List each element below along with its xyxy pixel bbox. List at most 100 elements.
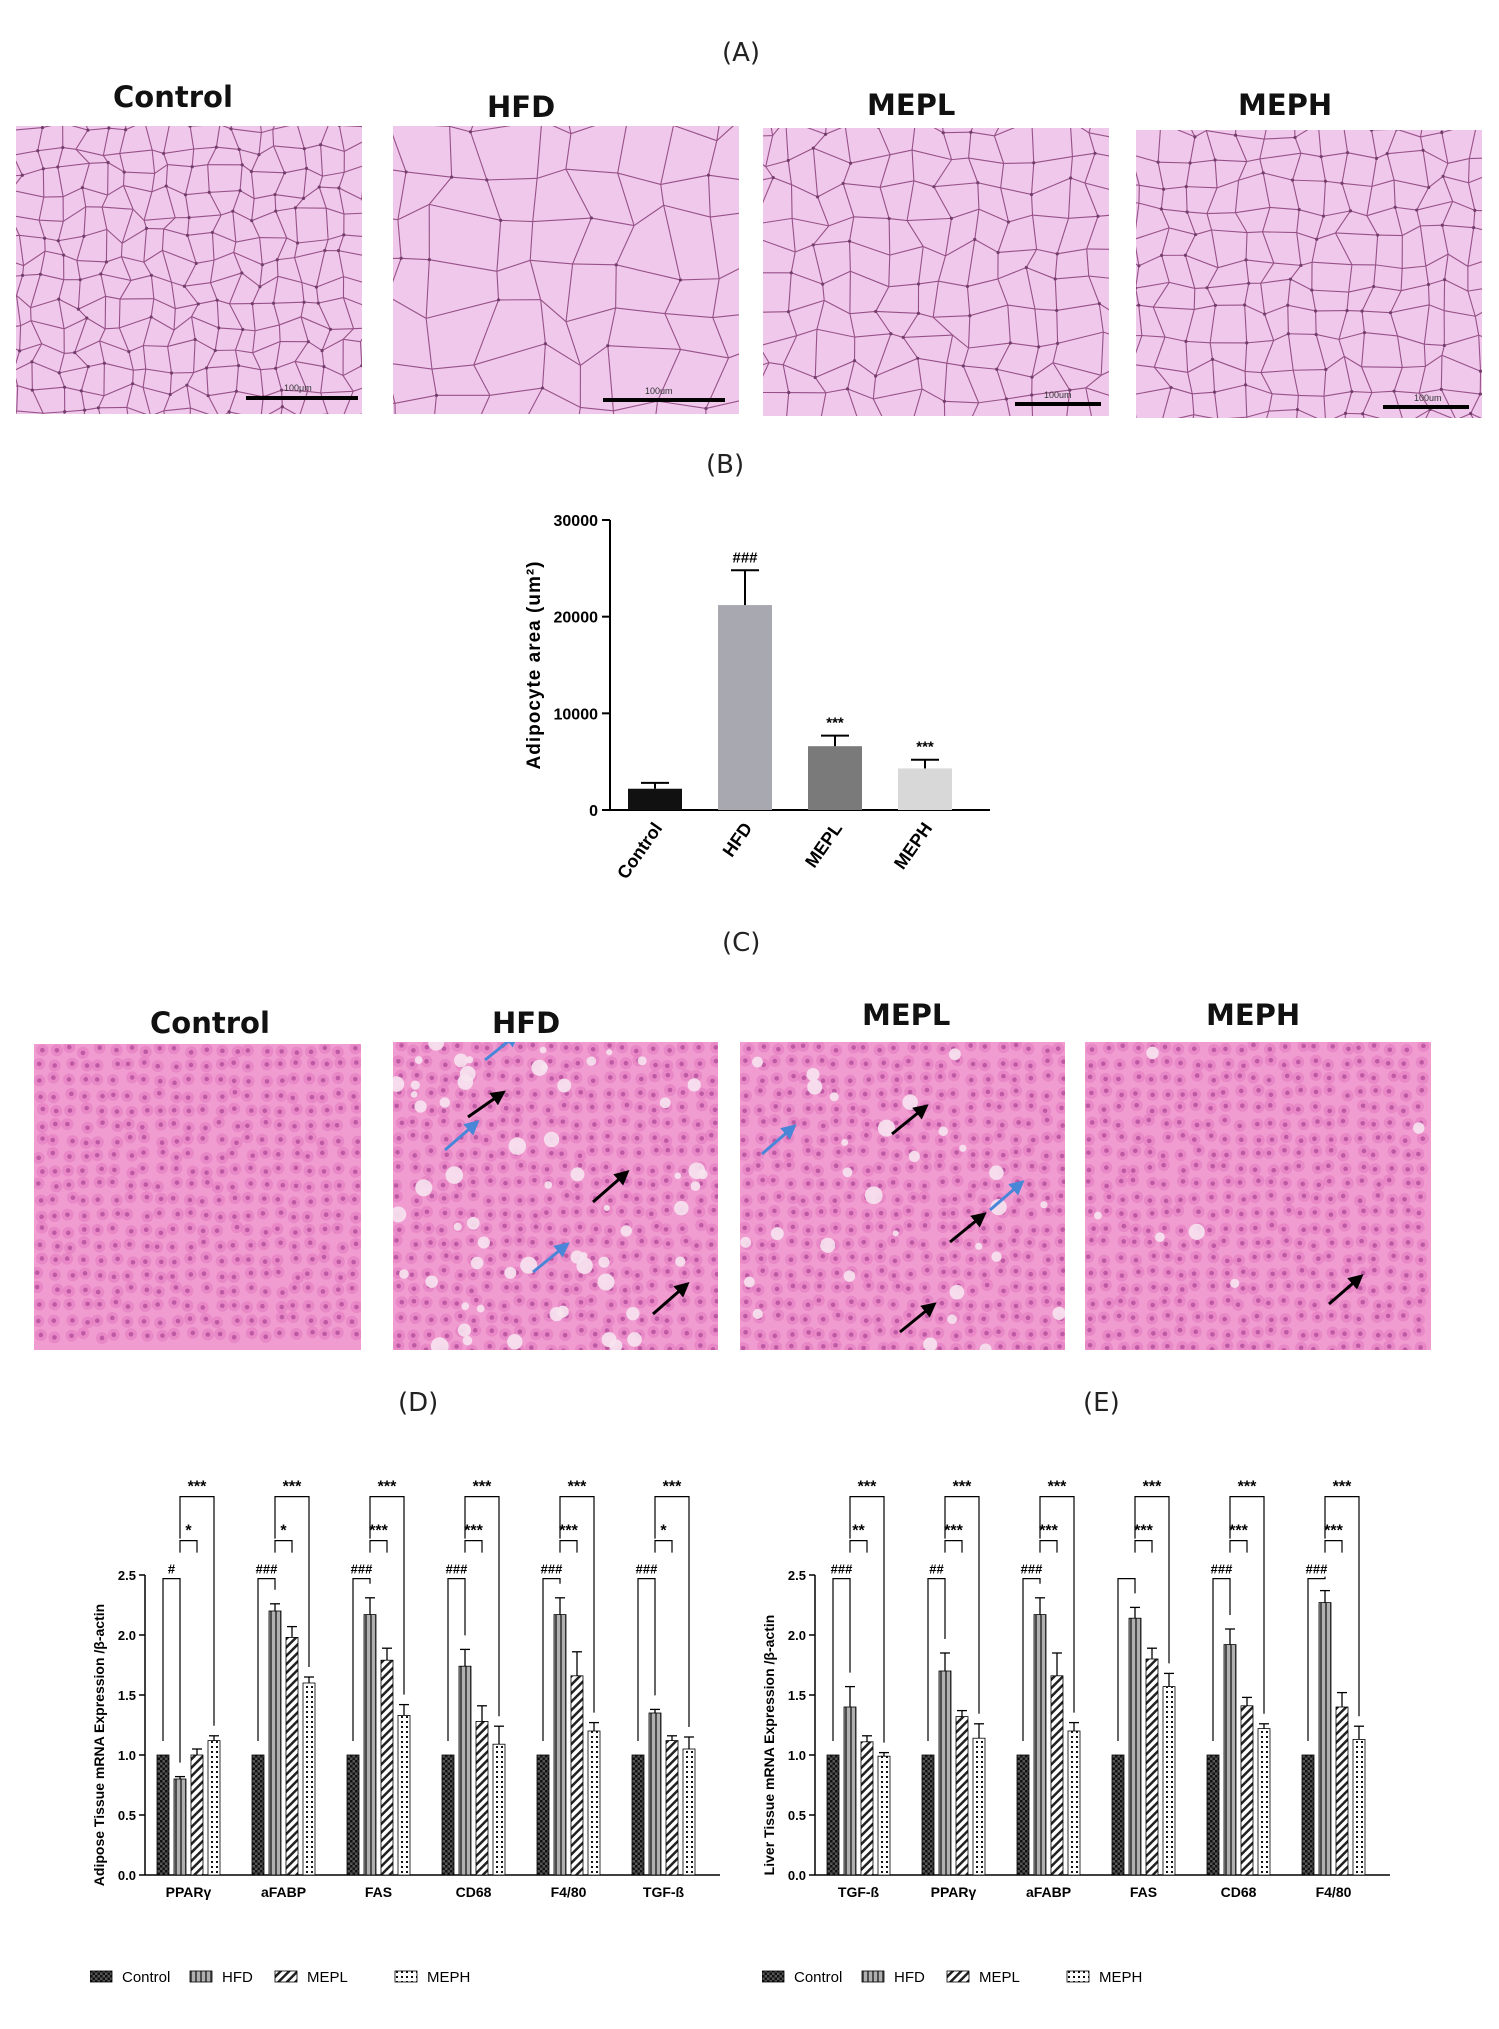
significance-label: *** xyxy=(826,715,844,732)
liver-title-meph: MEPH xyxy=(1206,998,1301,1032)
significance-bracket-meph xyxy=(1324,1496,1360,1717)
panel-e-label: (E) xyxy=(1083,1388,1120,1418)
y-tick-label: 2.0 xyxy=(118,1628,136,1643)
bar-control xyxy=(631,1754,645,1876)
scale-bar-meph xyxy=(1383,405,1469,409)
bar-mepl xyxy=(860,1741,874,1876)
significance-label: *** xyxy=(559,1523,578,1540)
bar-hfd xyxy=(458,1665,472,1876)
bar-hfd xyxy=(268,1610,282,1876)
bar-control xyxy=(251,1754,265,1876)
significance-label: ### xyxy=(1021,1562,1043,1577)
tissue-background xyxy=(763,128,1109,416)
significance-bracket-mepl xyxy=(559,1540,578,1553)
bar-hfd xyxy=(173,1778,187,1876)
liver-title-mepl: MEPL xyxy=(862,998,951,1032)
adipose-micrograph-meph xyxy=(1136,130,1482,418)
scale-label-meph: 100um xyxy=(1414,393,1442,403)
significance-label: * xyxy=(185,1523,192,1540)
significance-label: * xyxy=(280,1523,287,1540)
significance-label: *** xyxy=(188,1479,207,1496)
significance-bracket-hfd xyxy=(1212,1578,1231,1741)
significance-bracket-meph xyxy=(559,1496,595,1713)
y-tick-label: 0 xyxy=(589,803,598,820)
bar-control xyxy=(1016,1754,1030,1876)
legend-swatch-mepl xyxy=(946,1970,970,1983)
bar-meph xyxy=(1067,1730,1081,1876)
bar-control xyxy=(346,1754,360,1876)
significance-bracket-hfd xyxy=(832,1578,851,1741)
significance-bracket-meph xyxy=(274,1496,310,1667)
adipose-micrograph-control xyxy=(16,126,362,414)
significance-bracket-mepl xyxy=(654,1540,673,1553)
bar-mepl xyxy=(570,1675,584,1876)
blue-arrow xyxy=(444,1120,480,1152)
lipid-vacuoles xyxy=(393,1042,708,1350)
x-tick-label: Control xyxy=(613,819,666,883)
legend-label-mepl: MEPL xyxy=(307,1969,348,1986)
bar-hfd xyxy=(1223,1644,1237,1876)
bar-hfd xyxy=(363,1614,377,1876)
adipose-title-control: Control xyxy=(113,80,233,114)
significance-bracket-mepl xyxy=(1039,1540,1058,1553)
legend-label-meph: MEPH xyxy=(1099,1969,1142,1986)
significance-label: *** xyxy=(1238,1479,1257,1496)
scale-bar-control xyxy=(246,396,358,400)
bar-meph xyxy=(492,1743,506,1876)
cell-membranes xyxy=(393,126,739,414)
x-tick-label: F4/80 xyxy=(551,1884,587,1900)
black-arrow xyxy=(899,1302,937,1334)
tissue-background xyxy=(16,126,362,414)
significance-label: *** xyxy=(944,1523,963,1540)
significance-label: *** xyxy=(953,1479,972,1496)
y-tick-label: 2.5 xyxy=(788,1568,806,1583)
panel-a-label: (A) xyxy=(722,38,761,68)
scale-label-mepl: 100um xyxy=(1044,390,1072,400)
hepatocytes xyxy=(1085,1042,1430,1350)
lipid-vacuoles xyxy=(740,1048,1065,1350)
significance-label: *** xyxy=(663,1479,682,1496)
bar-hfd xyxy=(1033,1614,1047,1876)
bar-control xyxy=(826,1754,840,1876)
liver-title-control: Control xyxy=(150,1006,270,1040)
significance-label: ### xyxy=(446,1562,468,1577)
bar-control xyxy=(628,788,682,810)
panel-d-label: (D) xyxy=(398,1388,439,1418)
bar-control xyxy=(536,1754,550,1876)
significance-label: ## xyxy=(929,1562,944,1577)
y-tick-label: 1.0 xyxy=(788,1748,806,1763)
significance-label: *** xyxy=(473,1479,492,1496)
bar-meph xyxy=(397,1714,411,1876)
y-tick-label: 2.5 xyxy=(118,1568,136,1583)
blue-arrow xyxy=(761,1124,797,1156)
significance-bracket-meph xyxy=(464,1496,500,1717)
x-tick-label: PPARγ xyxy=(166,1884,212,1900)
significance-bracket-hfd xyxy=(927,1578,946,1741)
significance-bracket-mepl xyxy=(1134,1540,1153,1553)
significance-label: ### xyxy=(636,1562,658,1577)
black-arrow xyxy=(467,1090,506,1119)
bar-mepl xyxy=(1145,1658,1159,1876)
bar-control xyxy=(1206,1754,1220,1876)
significance-label: *** xyxy=(1039,1523,1058,1540)
bar-meph xyxy=(1162,1686,1176,1876)
bar-meph xyxy=(682,1748,696,1876)
significance-bracket-mepl xyxy=(944,1540,963,1553)
significance-label: *** xyxy=(1134,1523,1153,1540)
legend-adipose: Control HFD MEPL MEPH xyxy=(90,1969,470,1986)
panel-c-label: (C) xyxy=(722,928,761,958)
significance-label: ### xyxy=(541,1562,563,1577)
significance-bracket-mepl xyxy=(179,1540,198,1553)
bar-control xyxy=(921,1754,935,1876)
significance-bracket-mepl xyxy=(464,1540,483,1553)
blue-arrow xyxy=(532,1242,570,1274)
significance-bracket-hfd xyxy=(352,1578,371,1741)
x-tick-label: PPARγ xyxy=(931,1884,977,1900)
blue-arrow xyxy=(989,1180,1025,1212)
significance-label: ### xyxy=(1306,1562,1328,1577)
significance-label: ### xyxy=(351,1562,373,1577)
y-axis-label: Liver Tissue mRNA Expression /β-actin xyxy=(761,1615,777,1876)
bar-meph xyxy=(898,768,952,810)
bar-meph xyxy=(877,1755,891,1876)
liver-mrna-chart: 0.0 0.5 1.0 1.5 2.0 2.5 Liver Tissue mRNA Expr… xyxy=(761,1479,1390,1900)
